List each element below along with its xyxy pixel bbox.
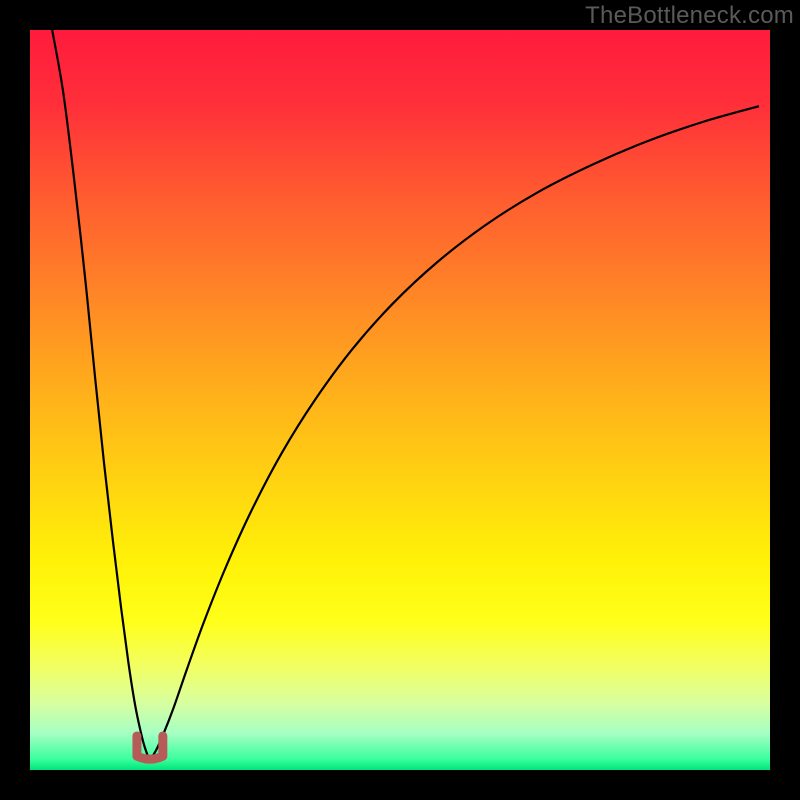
chart-stage: TheBottleneck.com [0, 0, 800, 800]
chart-svg [0, 0, 800, 800]
plot-background [30, 30, 770, 770]
